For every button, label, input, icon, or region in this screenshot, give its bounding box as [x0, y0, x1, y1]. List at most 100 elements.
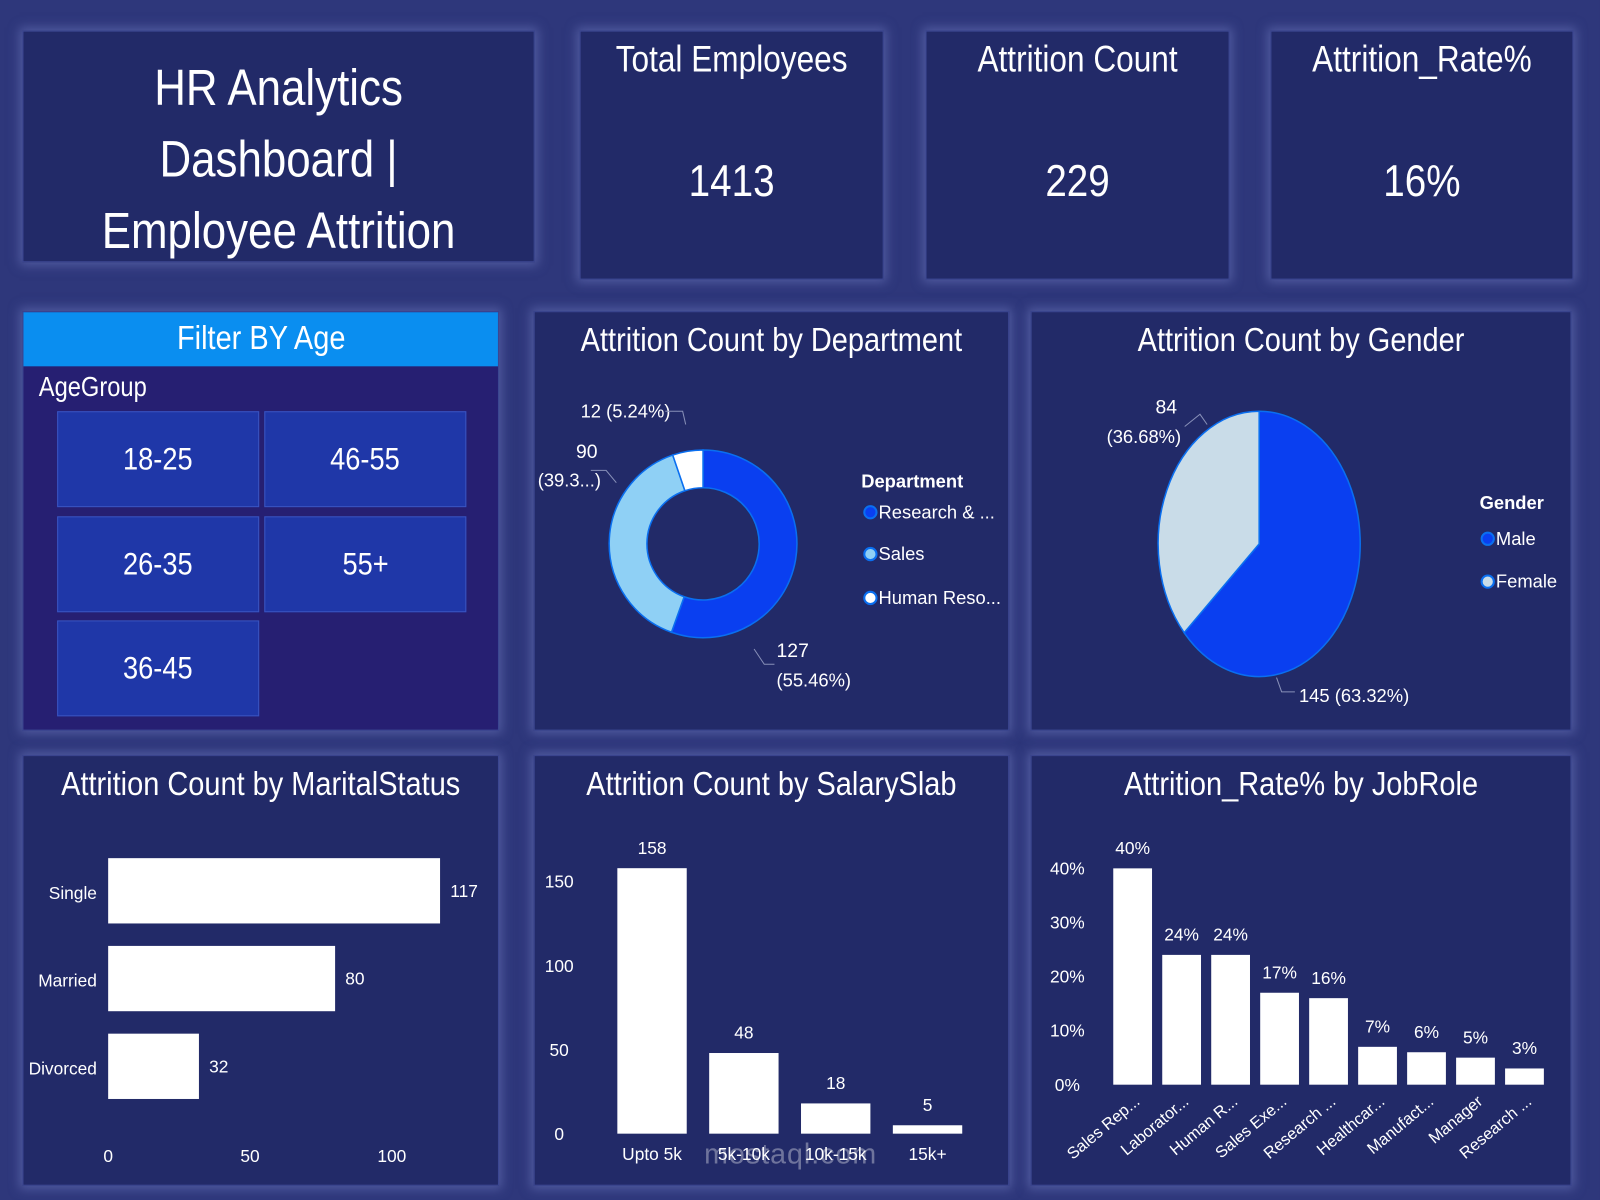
- data-label: 18: [826, 1073, 845, 1093]
- bar: [1309, 998, 1348, 1085]
- bar: [1505, 1068, 1544, 1085]
- legend-item: Female: [1496, 571, 1557, 592]
- leader-line: [665, 410, 687, 425]
- kpi-label: Attrition Count: [977, 37, 1178, 80]
- bar: [108, 945, 336, 1012]
- leader-line: [1184, 413, 1208, 427]
- category-label: 10k-15k: [805, 1144, 867, 1164]
- data-label: 5: [923, 1095, 933, 1115]
- category-label: 15k+: [909, 1144, 947, 1164]
- data-label: 24%: [1164, 925, 1199, 945]
- bar: [1358, 1046, 1397, 1085]
- tick-label: 0: [554, 1124, 564, 1144]
- age-option-55-plus[interactable]: 55+: [264, 516, 467, 613]
- legend-item: Human Reso...: [879, 587, 1001, 608]
- bar-svg: 158 Upto 5k 48 5k-10k 18 10k-15k 5 15k+ 0 50 100 15…: [545, 838, 963, 1164]
- bar: [892, 1125, 963, 1134]
- bar: [1162, 954, 1202, 1085]
- data-label: 48: [734, 1023, 753, 1043]
- salary-slab-bar-chart: Attrition Count by SalarySlab 158 Upto 5k…: [533, 755, 1010, 1186]
- legend-title: Department: [861, 471, 963, 492]
- tick-label: 30%: [1050, 913, 1085, 933]
- bar-svg: Single 117 Married 80 Divorced 32 0 50 100: [29, 858, 478, 1166]
- tick-label: 100: [545, 956, 574, 976]
- data-label: (55.46%): [777, 670, 852, 691]
- data-label: 7%: [1365, 1017, 1390, 1037]
- bar-svg: 40%Sales Rep...24%Laborator...24%Human R…: [1050, 838, 1544, 1163]
- kpi-label: Attrition_Rate%: [1312, 37, 1532, 80]
- tick-label: 150: [545, 872, 574, 892]
- chart-title: Attrition Count by MaritalStatus: [61, 764, 461, 803]
- data-label: 80: [345, 969, 364, 989]
- data-label: 117: [450, 881, 478, 901]
- tick-label: 50: [550, 1040, 569, 1060]
- leader-line: [590, 469, 617, 483]
- data-label: 5%: [1463, 1027, 1488, 1047]
- tick-label: 20%: [1050, 967, 1085, 987]
- tick-label: 40%: [1050, 858, 1085, 878]
- age-option-46-55[interactable]: 46-55: [264, 411, 467, 508]
- tick-label: 0%: [1055, 1075, 1080, 1095]
- category-label: Divorced: [29, 1058, 97, 1078]
- data-label: 158: [638, 838, 667, 858]
- age-option-36-45[interactable]: 36-45: [57, 620, 260, 717]
- kpi-total-employees: Total Employees 1413: [579, 30, 884, 280]
- category-label: 5k-10k: [718, 1144, 770, 1164]
- bar: [709, 1053, 779, 1134]
- legend-item: Research & ...: [879, 501, 995, 522]
- bar: [108, 1033, 199, 1099]
- tick-label: 100: [377, 1146, 406, 1166]
- title-panel: HR Analytics Dashboard | Employee Attriti…: [22, 30, 535, 263]
- kpi-value: 229: [1045, 156, 1110, 207]
- bar: [1211, 954, 1250, 1085]
- leader-line: [753, 648, 775, 665]
- donut-slice: [671, 449, 704, 492]
- filter-header: Filter BY Age: [23, 312, 498, 367]
- age-option-26-35[interactable]: 26-35: [57, 516, 260, 613]
- category-label: Single: [49, 883, 97, 903]
- donut-slice: [670, 449, 798, 639]
- dashboard-title: HR Analytics Dashboard | Employee Attriti…: [101, 59, 456, 260]
- watermark: mostaql.com: [704, 1137, 878, 1170]
- data-label: 127: [777, 640, 809, 662]
- data-label: 12 (5.24%): [581, 400, 671, 421]
- legend-marker-icon: [863, 505, 878, 520]
- legend-marker-icon: [1480, 531, 1495, 546]
- legend-item: Sales: [879, 543, 925, 564]
- data-label: 32: [209, 1056, 228, 1076]
- pie-slice: [1183, 410, 1361, 678]
- category-label: Upto 5k: [622, 1144, 682, 1164]
- department-donut-chart: Attrition Count by Department 127 (55.46%…: [533, 311, 1010, 731]
- bar: [108, 858, 441, 924]
- marital-status-bar-chart: Attrition Count by MaritalStatus Single 1…: [22, 755, 499, 1186]
- bar: [801, 1103, 871, 1134]
- donut-slice: [608, 454, 686, 634]
- data-label: 84: [1156, 396, 1178, 418]
- data-label: (36.68%): [1107, 426, 1181, 447]
- tick-label: 50: [240, 1146, 259, 1166]
- bar: [1113, 868, 1153, 1085]
- kpi-value: 16%: [1383, 156, 1461, 207]
- data-label: 3%: [1512, 1038, 1537, 1058]
- data-label: 24%: [1213, 925, 1248, 945]
- kpi-attrition-count: Attrition Count 229: [925, 30, 1230, 280]
- kpi-label: Total Employees: [615, 37, 848, 80]
- pie-slice: [1157, 410, 1260, 634]
- jobrole-bar-chart: Attrition_Rate% by JobRole 40% Sales Rep.…: [1030, 755, 1572, 1186]
- data-label: 16%: [1311, 968, 1346, 988]
- bar: [1407, 1052, 1446, 1085]
- slicer-field-label: AgeGroup: [38, 371, 147, 403]
- data-label: 145 (63.32%): [1299, 685, 1409, 706]
- leader-line: [1276, 677, 1295, 693]
- bar: [617, 868, 687, 1134]
- data-label: 6%: [1414, 1022, 1439, 1042]
- tick-label: 10%: [1050, 1021, 1085, 1041]
- tick-label: 0: [103, 1146, 113, 1166]
- chart-title: Attrition Count by Department: [580, 320, 963, 359]
- data-label: 17%: [1262, 962, 1297, 982]
- bar: [1260, 992, 1299, 1085]
- category-label: Married: [38, 971, 97, 991]
- legend-item: Male: [1496, 528, 1536, 549]
- age-option-18-25[interactable]: 18-25: [57, 411, 260, 508]
- pie-svg: 145 (63.32%) 84 (36.68%) Gender Male Female: [1107, 396, 1558, 706]
